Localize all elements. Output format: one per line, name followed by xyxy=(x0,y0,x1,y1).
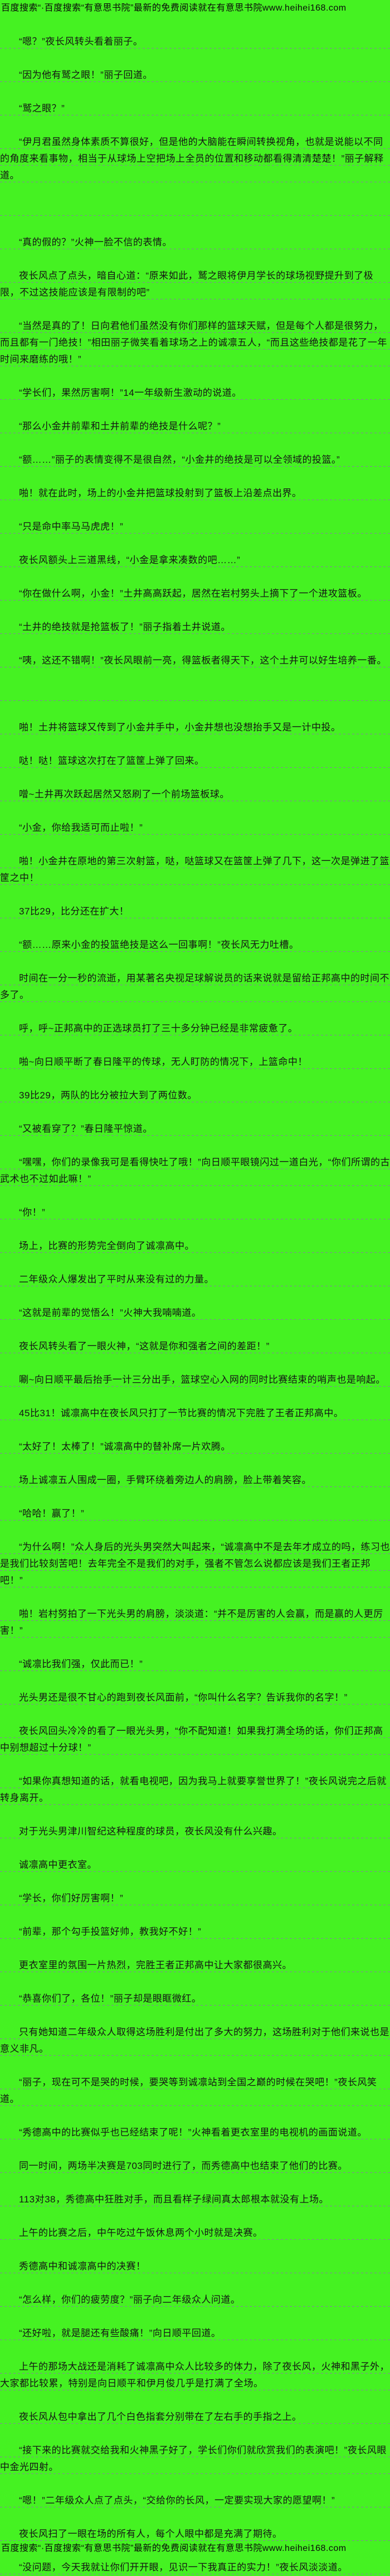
paragraph: 上午的那场大战还是消耗了诚凛高中众人比较多的体力，除了夜长风，火神和黑子外，大家… xyxy=(0,2359,390,2392)
paragraph: “丽子，现在可不是哭的时候，要哭等到诚凛站到全国之巅的时候在哭吧！”夜长风笑道。 xyxy=(0,2074,390,2108)
paragraph: 同一时间，两场半决赛是703同时进行了，而秀德高中也结束了他们的比赛。 xyxy=(0,2158,390,2175)
paragraph: “怎么样，你们的疲劳度？”丽子向二年级众人问道。 xyxy=(0,2292,390,2308)
paragraph: “太好了！太棒了！”诚凛高中的替补席一片欢腾。 xyxy=(0,1439,390,1455)
paragraph: 啪~向日顺平断了春日隆平的传球，无人盯防的情况下，上篮命中！ xyxy=(0,1054,390,1071)
paragraph: 夜长风转头看了一眼火神，“这就是你和强者之间的差距！” xyxy=(0,1338,390,1355)
paragraph: “因为他有鹫之眼！”丽子回道。 xyxy=(0,67,390,84)
paragraph: “小金，你给我适可而止啦！” xyxy=(0,820,390,836)
paragraph: 更衣室里的氛围一片热烈，完胜王者正邦高中让大家都很高兴。 xyxy=(0,1957,390,1974)
paragraph: “你！” xyxy=(0,1204,390,1221)
paragraph: “额……原来小金的投篮绝技是这么一回事啊！”夜长风无力吐槽。 xyxy=(0,937,390,953)
paragraph: “恭喜你们了，各位！”丽子却是眼眶微红。 xyxy=(0,1991,390,2007)
paragraph: “哈哈！赢了！” xyxy=(0,1505,390,1522)
paragraph: 场上，比赛的形势完全倒向了诚凛高中。 xyxy=(0,1238,390,1255)
paragraph: “接下来的比赛就交给我和火神黑子好了，学长们你们就欣赏我们的表演吧！”夜长风眼中… xyxy=(0,2442,390,2476)
paragraph: “这就是前辈的觉悟么！”火神大我喃喃道。 xyxy=(0,1305,390,1321)
paragraph: 45比31！诚凛高中在夜长风只打了一节比赛的情况下完胜了王者正邦高中。 xyxy=(0,1405,390,1422)
paragraph: 夜长风点了点头，暗自心道：“原来如此，鹫之眼将伊月学长的球场视野提升到了极限，不… xyxy=(0,268,390,301)
paragraph: “嗯！”二年级众人点了点头，“交给你的长风，一定要实现大家的愿望啊！” xyxy=(0,2492,390,2509)
paragraph: 夜长风额头上三道黑线，“小金是拿来凑数的吧……” xyxy=(0,552,390,569)
paragraph: 夜长风扫了一眼在场的所有人，每个人眼中都是充满了期待。 xyxy=(0,2526,390,2543)
paragraph: 二年级众人爆发出了平时从来没有过的力量。 xyxy=(0,1271,390,1288)
paragraph: “土井的绝技就是抢篮板了！”丽子指着土井说道。 xyxy=(0,619,390,636)
paragraph: 只有她知道二年级众人取得这场胜利是付出了多大的努力，这场胜利对于他们来说也是意义… xyxy=(0,2024,390,2057)
paragraph: 上午的比赛之后，中午吃过午饭休息两个小时就是决赛。 xyxy=(0,2225,390,2241)
empty-line xyxy=(0,201,390,217)
paragraph: “学长，你们好厉害啊！” xyxy=(0,1890,390,1907)
paragraph: “诚凛比我们强，仅此而已！” xyxy=(0,1656,390,1673)
paragraph: 秀德高中和诚凛高中的决赛！ xyxy=(0,2258,390,2275)
paragraph: “秀德高中的比赛似乎也已经结束了呢！”火神看着更衣室里的电视机的画面说道。 xyxy=(0,2124,390,2141)
paragraph: 光头男还是很不甘心的跑到夜长风面前，“你叫什么名字？告诉我你的名字！” xyxy=(0,1689,390,1706)
paragraph: “为什么啊！”众人身后的光头男突然大叫起来，“诚凛高中不是去年才成立的吗，练习也… xyxy=(0,1539,390,1589)
paragraph: “还好啦，就是腿还有些酸痛！”向日顺平回道。 xyxy=(0,2325,390,2342)
header-promo: 百度搜索“·百度搜索“有意思书院”最新的免费阅读就在有意思书院www.heihe… xyxy=(1,3,347,13)
paragraph: “那么小金井前辈和土井前辈的绝技是什么呢？” xyxy=(0,418,390,435)
paragraph: 啪！土井将篮球又传到了小金井手中，小金井想也没想抬手又是一计中投。 xyxy=(0,719,390,736)
chapter-body: “嗯？”夜长风转头看着丽子。 “因为他有鹫之眼！”丽子回道。 “鹫之眼？” “伊月君虽… xyxy=(0,33,390,2576)
paragraph: 39比29，两队的比分被拉大到了两位数。 xyxy=(0,1087,390,1104)
paragraph: 啪！就在此时，场上的小金井把篮球投射到了篮板上沿差点出界。 xyxy=(0,485,390,502)
paragraph: “如果你真想知道的话，就看电视吧，因为我马上就要享誉世界了！”夜长风说完之后就转… xyxy=(0,1773,390,1807)
paragraph: “前辈，那个勾手投篮好帅，教我好不好！” xyxy=(0,1924,390,1940)
paragraph: “额……”丽子的表情变得不是很自然，“小金井的绝技是可以全领域的投篮。” xyxy=(0,452,390,468)
paragraph: 呼，呼~正邦高中的正选球员打了三十多分钟已经是非常疲惫了。 xyxy=(0,1020,390,1037)
paragraph: 夜长风回头冷冷的看了一眼光头男，“你不配知道！如果我打满全场的话，你们正邦高中别… xyxy=(0,1723,390,1756)
novel-page: { "page": { "background_color": "#45f222… xyxy=(0,3,390,2576)
paragraph: 对于光头男津川智纪这种程度的球员，夜长风没有什么兴趣。 xyxy=(0,1823,390,1840)
paragraph: 哒！哒！篮球这次打在了篮筐上弹了回来。 xyxy=(0,753,390,769)
paragraph: 夜长风从包中拿出了几个白色指套分别带在了左右手的手指之上。 xyxy=(0,2409,390,2425)
paragraph: 噌~土井再次跃起居然又怒刷了一个前场篮板球。 xyxy=(0,786,390,803)
footer-promo: 百度搜索“·百度搜索“有意思书院”最新的免费阅读就在有意思书院www.heihe… xyxy=(1,2544,347,2553)
paragraph: 37比29，比分还在扩大！ xyxy=(0,903,390,920)
paragraph: “伊月君虽然身体素质不算很好，但是他的大脑能在瞬间转换视角，也就是说能以不同的角… xyxy=(0,134,390,184)
paragraph: 场上诚凛五人围成一圈，手臂环绕着旁边人的肩膀，脸上带着笑容。 xyxy=(0,1472,390,1489)
paragraph: “嘿嘿，你们的录像我可是看得快吐了哦！”向日顺平眼镜闪过一道白光，“你们所谓的古… xyxy=(0,1154,390,1188)
paragraph: 诚凛高中更衣室。 xyxy=(0,1857,390,1873)
paragraph: 唰~向日顺平最后抬手一计三分出手，篮球空心入网的同时比赛结束的哨声也是响起。 xyxy=(0,1372,390,1388)
paragraph: “鹫之眼？” xyxy=(0,100,390,117)
paragraph: 啪！岩村努拍了一下光头男的肩膀，淡淡道：“并不是厉害的人会赢，而是赢的人更厉害！… xyxy=(0,1606,390,1639)
paragraph: “当然是真的了！日向君他们虽然没有你们那样的篮球天赋，但是每个人都是很努力，而且… xyxy=(0,318,390,368)
paragraph: “嗯？”夜长风转头看着丽子。 xyxy=(0,33,390,50)
paragraph: 啪！小金井在原地的第三次射篮，哒，哒篮球又在篮筐上弹了几下，这一次是弹进了篮筐之… xyxy=(0,853,390,887)
empty-line xyxy=(0,686,390,703)
paragraph: “咦，这还不错啊！”夜长风眼前一亮，得篮板者得天下，这个土井可以好生培养一番。 xyxy=(0,652,390,669)
paragraph: “真的假的？”火神一脸不信的表情。 xyxy=(0,234,390,251)
paragraph: 113对38，秀德高中狂胜对手，而且看样子绿间真太郎根本就没有上场。 xyxy=(0,2191,390,2208)
paragraph: “没问题，今天我就让你们开开眼，见识一下我真正的实力！”夜长风淡淡道。 xyxy=(0,2559,390,2576)
paragraph: 时间在一分一秒的流逝，用某著名央视足球解说员的话来说就是留给正邦高中的时间不多了… xyxy=(0,970,390,1004)
paragraph: “又被看穿了？”春日隆平惊道。 xyxy=(0,1121,390,1137)
paragraph: “你在做什么啊，小金！”土井高高跃起，居然在岩村努头上摘下了一个进攻篮板。 xyxy=(0,585,390,602)
paragraph: “学长们，果然厉害啊！”14一年级新生激动的说道。 xyxy=(0,385,390,401)
paragraph: “只是命中率马马虎虎！” xyxy=(0,519,390,535)
